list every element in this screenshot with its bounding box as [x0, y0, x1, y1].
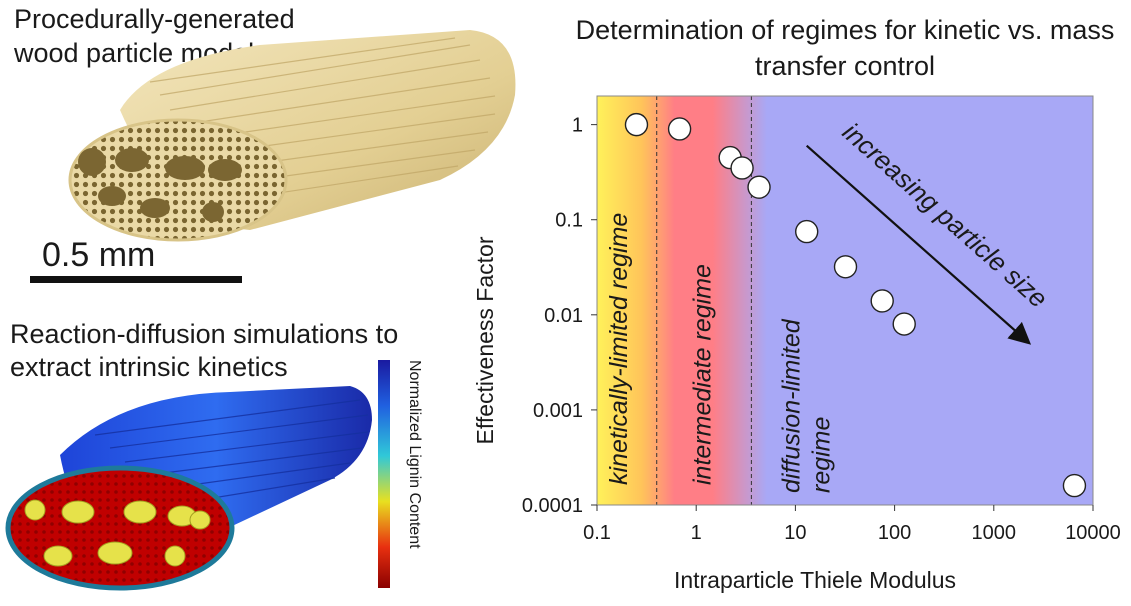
effectiveness-chart: kinetically-limited regime intermediate r…: [472, 95, 1121, 593]
scale-bar: [30, 276, 242, 283]
x-tick-label: 0.1: [583, 522, 611, 544]
x-tick-label: 10: [784, 522, 806, 544]
regime-label: kinetically-limited regime: [605, 213, 633, 485]
simulation-caption: Reaction-diffusion simulations to extrac…: [10, 319, 399, 382]
y-axis-label: Effectiveness Factor: [472, 236, 498, 444]
data-point: [624, 112, 649, 137]
x-tick-label: 100: [878, 522, 911, 544]
regime-background: [597, 96, 1093, 505]
regime-label: diffusion-limited: [778, 318, 806, 493]
y-tick-label: 0.0001: [522, 495, 583, 517]
data-point: [833, 255, 858, 279]
regime-label: intermediate regime: [689, 264, 717, 485]
data-point: [667, 117, 692, 141]
chart-title: Determination of regimes for kinetic vs.…: [575, 15, 1115, 81]
x-axis-label: Intraparticle Thiele Modulus: [674, 567, 956, 593]
data-point: [892, 312, 916, 336]
y-tick-label: 0.01: [544, 305, 583, 327]
regime-label: regime: [808, 417, 836, 493]
y-tick-label: 1: [572, 115, 583, 137]
lignin-colorbar: [378, 360, 390, 588]
data-point: [747, 175, 771, 199]
data-point: [730, 156, 754, 180]
trend-arrow: [805, 144, 1032, 345]
x-tick-label: 1000: [972, 522, 1017, 544]
data-point: [870, 289, 894, 313]
data-point: [1062, 473, 1087, 498]
y-tick-label: 0.001: [533, 400, 583, 422]
y-tick-label: 0.1: [555, 210, 583, 232]
x-tick-label: 1: [691, 522, 702, 544]
scale-bar-label: 0.5 mm: [42, 236, 156, 274]
simulation-model: [5, 386, 372, 591]
plot-frame: [596, 95, 1094, 506]
wood-particle-model: [68, 30, 516, 242]
data-point: [795, 219, 819, 244]
x-tick-label: 10000: [1065, 522, 1121, 544]
